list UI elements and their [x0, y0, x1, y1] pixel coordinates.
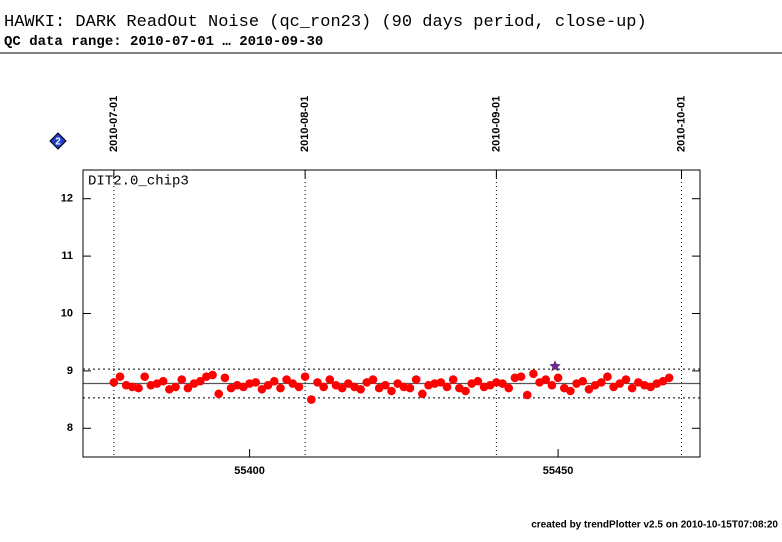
y-tick-label: 8 — [67, 422, 73, 434]
point — [603, 372, 612, 381]
point — [269, 376, 279, 386]
badge-label: 2 — [55, 137, 61, 148]
point — [251, 378, 261, 387]
point — [183, 383, 193, 393]
panel-label: DIT2.0_chip3 — [88, 174, 189, 190]
point — [553, 373, 563, 383]
point — [195, 376, 205, 386]
x-tick-label: 55450 — [543, 465, 574, 477]
point — [473, 376, 483, 386]
point — [306, 395, 316, 404]
point — [263, 380, 273, 390]
date-tick-label: 2010-09-01 — [490, 96, 502, 152]
point — [171, 382, 180, 392]
point — [529, 369, 538, 379]
badge: 2 — [49, 132, 67, 150]
point — [313, 378, 322, 387]
point — [115, 372, 125, 381]
date-tick-label: 2010-10-01 — [675, 96, 687, 152]
x-tick-label: 55400 — [234, 465, 265, 477]
point — [220, 373, 230, 383]
point — [516, 372, 526, 381]
point — [368, 375, 378, 384]
point — [664, 373, 674, 383]
point — [541, 375, 551, 384]
point — [214, 389, 224, 399]
point — [140, 372, 149, 381]
date-tick-label: 2010-07-01 — [108, 96, 120, 152]
point — [134, 383, 143, 393]
point — [177, 375, 187, 384]
point — [356, 384, 365, 394]
point — [498, 379, 507, 388]
point — [405, 383, 415, 393]
point — [504, 383, 514, 393]
badge-diamond — [49, 132, 67, 150]
y-tick-label: 11 — [61, 250, 73, 262]
point — [257, 384, 267, 394]
point — [448, 375, 458, 384]
point — [461, 386, 470, 396]
point — [319, 382, 328, 392]
point — [584, 384, 594, 394]
chart-subtitle: QC data range: 2010-07-01 … 2010-09-30 — [4, 34, 323, 50]
point — [418, 389, 427, 399]
point — [381, 380, 390, 390]
point — [325, 375, 335, 384]
point — [442, 382, 452, 392]
point — [566, 386, 575, 396]
point — [522, 390, 532, 400]
point — [109, 378, 119, 387]
point — [158, 376, 168, 386]
point — [208, 370, 217, 380]
chart-title: HAWKI: DARK ReadOut Noise (qc_ron23) (90… — [4, 13, 647, 32]
point — [300, 372, 310, 381]
point — [578, 376, 588, 386]
y-tick-label: 12 — [61, 193, 73, 205]
date-tick-label: 2010-08-01 — [299, 96, 311, 152]
point — [294, 382, 304, 392]
point — [282, 375, 291, 384]
point — [596, 378, 606, 387]
point — [411, 375, 421, 384]
point — [615, 379, 625, 388]
point — [387, 386, 396, 396]
y-tick-label: 9 — [67, 365, 73, 377]
footer: created by trendPlotter v2.5 on 2010-10-… — [531, 520, 778, 531]
point — [436, 378, 446, 387]
star-point — [549, 360, 561, 372]
point — [547, 380, 557, 390]
point — [621, 375, 631, 384]
point — [276, 383, 285, 393]
plot-frame — [82, 169, 701, 458]
y-tick-label: 10 — [61, 307, 73, 319]
point — [627, 383, 637, 393]
point — [337, 383, 347, 393]
